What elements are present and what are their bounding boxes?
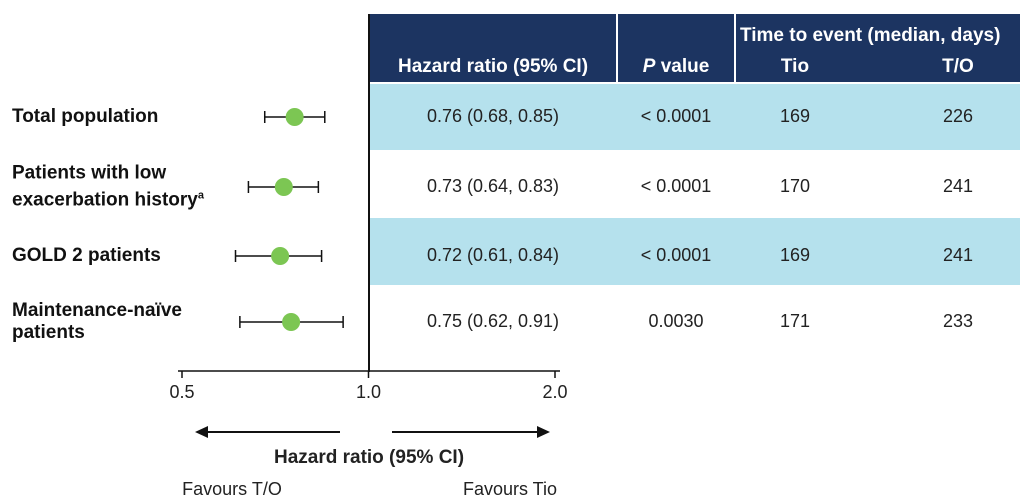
- row-label: Patients with low exacerbation historya: [12, 162, 212, 211]
- row-band: [369, 218, 1020, 285]
- footnote-mark: a: [197, 189, 204, 202]
- hazard-ratio-cell: 0.75 (0.62, 0.91): [427, 311, 559, 331]
- row-label-text: Maintenance-naïve patients: [12, 300, 182, 343]
- column-header: T/O: [942, 56, 974, 77]
- column-header: Hazard ratio (95% CI): [398, 56, 588, 77]
- x-tick-label: 1.0: [356, 382, 381, 402]
- tio-cell: 169: [780, 106, 810, 126]
- p-text: value: [661, 56, 710, 77]
- hazard-ratio-cell: 0.76 (0.68, 0.85): [427, 106, 559, 126]
- rows: [369, 84, 1020, 285]
- point-estimate: [285, 108, 304, 126]
- x-tick-label: 2.0: [542, 382, 567, 402]
- row-label: Total population: [12, 106, 212, 128]
- p-symbol: P: [643, 56, 656, 77]
- arrow-head: [537, 426, 550, 438]
- column-header: Tio: [781, 56, 809, 77]
- p-value-cell: < 0.0001: [641, 106, 712, 126]
- row-band: [369, 84, 1020, 150]
- p-value-cell: < 0.0001: [641, 245, 712, 265]
- to-cell: 241: [943, 245, 973, 265]
- right-annotation: Favours Tio: [463, 479, 557, 498]
- row-label: GOLD 2 patients: [12, 245, 212, 267]
- point-estimate: [282, 313, 301, 331]
- left-annotation: Favours T/O: [182, 479, 282, 498]
- row-label-text: Total population: [12, 106, 159, 127]
- hazard-ratio-cell: 0.73 (0.64, 0.83): [427, 176, 559, 196]
- x-axis-label: Hazard ratio (95% CI): [274, 447, 464, 468]
- p-value-cell: 0.0030: [648, 311, 703, 331]
- p-value-cell: < 0.0001: [641, 176, 712, 196]
- arrow-head: [195, 426, 208, 438]
- to-cell: 241: [943, 176, 973, 196]
- hazard-ratio-cell: 0.72 (0.61, 0.84): [427, 245, 559, 265]
- table-header: [369, 14, 1020, 82]
- to-cell: 233: [943, 311, 973, 331]
- tio-cell: 169: [780, 245, 810, 265]
- row-label: Maintenance-naïve patients: [12, 300, 212, 344]
- column-header: Time to event (median, days): [740, 25, 1000, 46]
- point-estimate: [271, 247, 290, 265]
- x-tick-label: 0.5: [169, 382, 194, 402]
- column-header: P value: [643, 56, 710, 77]
- row-label-text: Patients with low exacerbation history: [12, 162, 198, 211]
- tio-cell: 171: [780, 311, 810, 331]
- to-cell: 226: [943, 106, 973, 126]
- tio-cell: 170: [780, 176, 810, 196]
- point-estimate: [274, 178, 293, 196]
- row-label-text: GOLD 2 patients: [12, 245, 161, 266]
